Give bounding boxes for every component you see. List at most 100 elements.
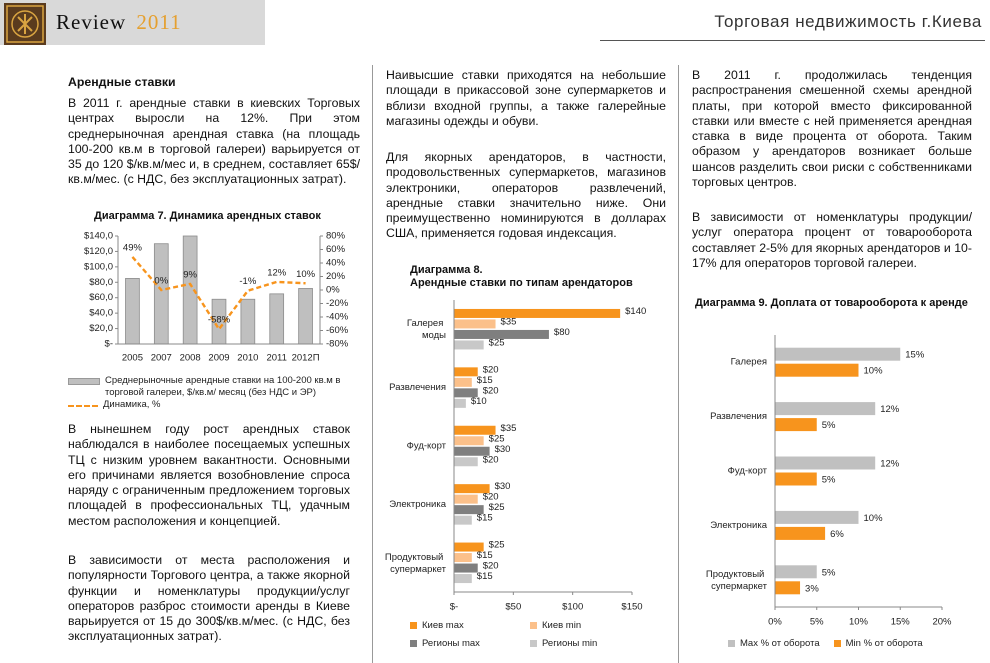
line — [131, 256, 306, 332]
bar — [298, 288, 313, 345]
chart-subtitle: Арендные ставки по типам арендаторов — [410, 277, 633, 289]
data-label: 5% — [822, 567, 836, 578]
y-tick-label: $20,0 — [89, 323, 113, 334]
category-label: Галерея моды — [407, 318, 446, 341]
x-tick-label: $- — [450, 602, 458, 613]
bar — [454, 308, 621, 318]
data-label: $35 — [501, 423, 517, 434]
bar — [125, 278, 140, 345]
legend: Среднерыночные арендные ставки на 100-20… — [68, 375, 368, 411]
legend-item: Max % от оборота — [728, 638, 820, 650]
x-tick-label: $50 — [505, 602, 521, 613]
category-label: Фуд-корт — [407, 441, 447, 452]
data-label: $10 — [471, 396, 487, 407]
data-label: $25 — [489, 502, 505, 513]
bar — [775, 565, 817, 579]
data-label: 12% — [267, 267, 287, 278]
category-label: Развлечения — [710, 411, 767, 422]
bar — [454, 398, 466, 408]
legend-item: Киев min — [530, 620, 650, 632]
logo — [4, 3, 46, 45]
y2-tick-label: -80% — [326, 339, 349, 350]
page-title: Торговая недвижимость г.Киева — [714, 12, 982, 31]
legend-item: Среднерыночные арендные ставки на 100-20… — [68, 375, 368, 399]
category-label: Фуд-корт — [728, 466, 768, 477]
data-label: $80 — [554, 327, 570, 338]
bar — [775, 347, 901, 361]
data-label: $15 — [477, 571, 493, 582]
bar — [269, 293, 285, 345]
data-label: 10% — [864, 366, 884, 377]
data-label: $20 — [483, 385, 499, 396]
legend-swatch — [410, 640, 417, 647]
column-rule — [372, 65, 373, 663]
legend-item: Min % от оборота — [833, 638, 923, 650]
bar — [454, 457, 478, 467]
bar — [153, 243, 169, 345]
bar — [775, 472, 817, 486]
label-line: супермаркет — [711, 580, 768, 591]
y-tick-label: $80,0 — [89, 277, 113, 288]
category-label: Галерея — [731, 357, 767, 368]
bar — [454, 505, 484, 515]
y2-tick-label: 0% — [326, 285, 340, 296]
y2-tick-label: -20% — [326, 298, 349, 309]
data-label: 15% — [905, 350, 925, 361]
x-tick-label: 2011 — [266, 353, 286, 364]
x-tick-label: $100 — [562, 602, 583, 613]
legend-label: Киев min — [542, 620, 582, 631]
legend-swatch — [530, 622, 537, 629]
data-label: 49% — [123, 242, 143, 253]
legend-label: Среднерыночные арендные ставки на 100-20… — [105, 375, 341, 398]
data-label: 10% — [864, 513, 884, 524]
y2-tick-label: 20% — [326, 271, 346, 282]
section-heading: Арендные ставки — [68, 75, 176, 89]
data-label: 5% — [822, 475, 836, 486]
bar — [775, 402, 876, 416]
data-label: $35 — [501, 316, 517, 327]
y-tick-label: $- — [105, 339, 113, 350]
bar — [454, 563, 478, 573]
data-label: $25 — [489, 540, 505, 551]
data-label: $20 — [483, 454, 499, 465]
bar — [775, 581, 801, 595]
data-label: $20 — [483, 364, 499, 375]
label-line: моды — [422, 330, 446, 341]
data-label: 0% — [154, 276, 168, 287]
data-label: $30 — [495, 444, 511, 455]
label-line: Продуктовый — [385, 551, 446, 562]
data-label: $140 — [625, 306, 646, 317]
paragraph: В 2011 г. арендные ставки в киевских Тор… — [68, 96, 360, 187]
column-rule — [678, 65, 679, 663]
x-tick-label: 2007 — [151, 353, 172, 364]
legend-label: Динамика, % — [103, 399, 161, 410]
legend: Max % от оборота Min % от оборота — [728, 638, 978, 650]
legend-swatch — [530, 640, 537, 647]
x-tick-label: $150 — [621, 602, 642, 613]
data-label: 9% — [183, 269, 197, 280]
data-label: 10% — [296, 269, 316, 280]
bar — [454, 377, 472, 387]
chart-title: Диаграмма 8. — [410, 264, 483, 276]
x-tick-label: 2008 — [180, 353, 201, 364]
data-label: $15 — [477, 550, 493, 561]
y-tick-label: $100,0 — [84, 261, 113, 272]
data-label: 12% — [880, 459, 900, 470]
bar — [454, 446, 490, 456]
chart: 0% 5% 10% 15% 20% Галерея 15% 10% Развлечения 12%… — [706, 335, 952, 625]
bar — [454, 484, 490, 494]
label-line: Галерея — [407, 318, 446, 329]
category-label: Электроника — [389, 499, 446, 510]
legend-label: Регионы max — [422, 638, 480, 649]
y2-tick-label: 40% — [326, 258, 346, 269]
label-line: супермаркет — [390, 563, 447, 574]
legend: Киев max Киев min Регионы max Регионы min — [410, 620, 650, 650]
paragraph: В зависимости от номенклатуры продукции/… — [692, 210, 972, 270]
bar — [454, 367, 478, 377]
paragraph: Для якорных арендаторов, в частности, пр… — [386, 150, 666, 241]
bar — [454, 425, 496, 435]
data-label: $25 — [489, 337, 505, 348]
label-line: Продуктовый — [706, 568, 767, 579]
category-label: Развлечения — [389, 382, 446, 393]
x-tick-label: 10% — [849, 617, 869, 625]
